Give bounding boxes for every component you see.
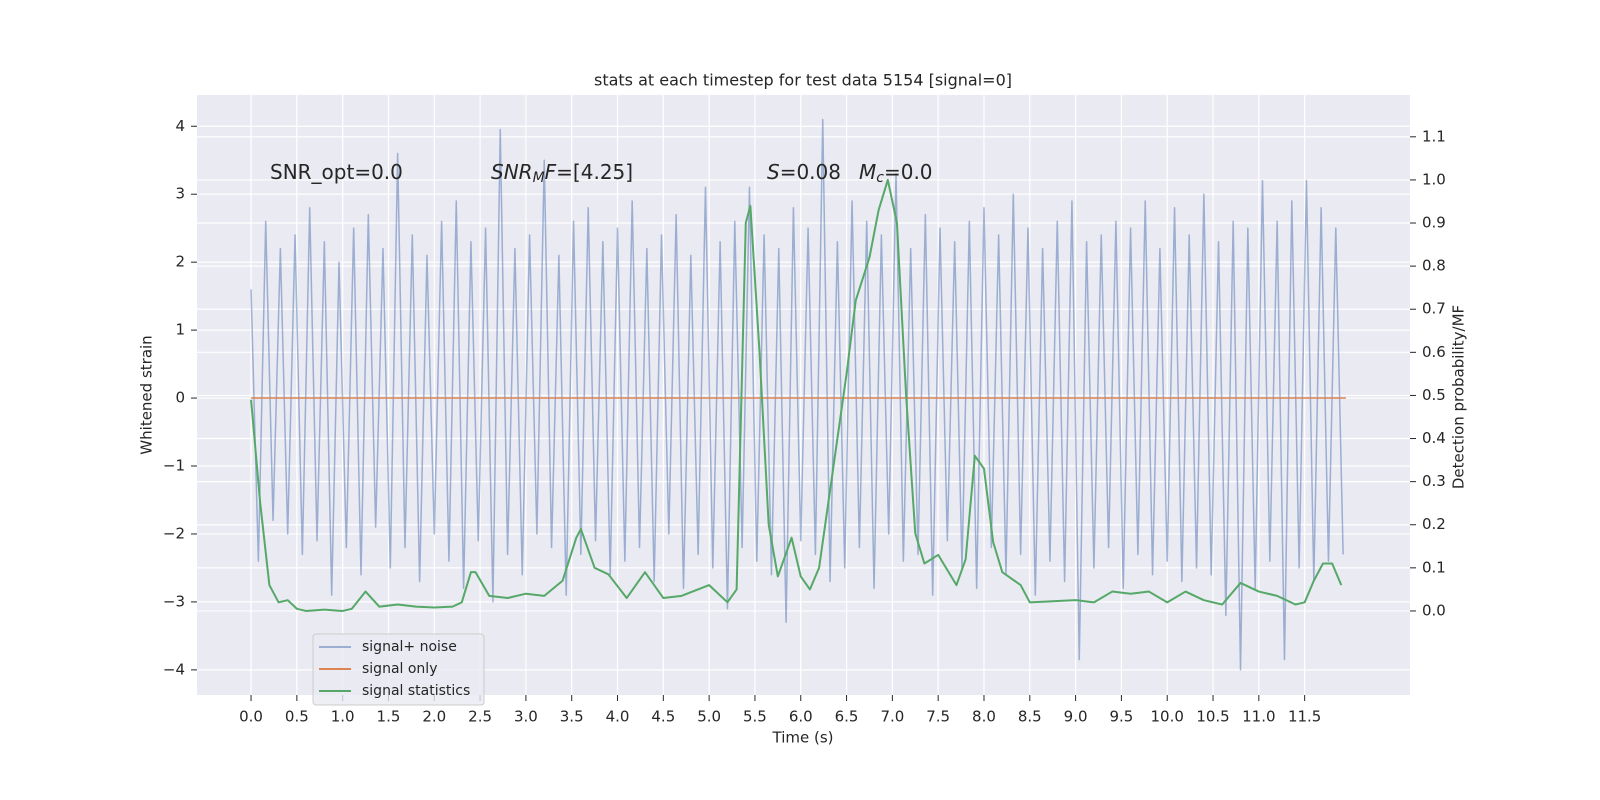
x-tick-label: 3.0 [514, 708, 538, 726]
y-tick-label: 1 [175, 321, 185, 339]
annotation: SNRMF=[4.25] [491, 160, 633, 187]
y2-tick-label: 0.0 [1422, 601, 1446, 619]
y-tick-label: 2 [175, 253, 185, 271]
legend-box [312, 633, 485, 706]
x-tick-label: 11.5 [1288, 708, 1321, 726]
y2-axis-label: Detection probability/MF [1450, 305, 1468, 489]
x-tick-label: 0.0 [239, 708, 263, 726]
annotation-part: =0.0 [884, 160, 933, 184]
y2-tick-label: 1.0 [1422, 170, 1446, 188]
x-tick-label: 11.0 [1242, 708, 1275, 726]
annotation-part: M [859, 160, 876, 184]
x-tick-label: 6.0 [789, 708, 813, 726]
x-tick-label: 8.5 [1018, 708, 1042, 726]
x-tick-label: 5.0 [697, 708, 721, 726]
annotation: Mc=0.0 [859, 160, 933, 187]
y-tick-label: −4 [163, 660, 185, 678]
legend-label: signal+ noise [362, 639, 457, 655]
x-tick-label: 1.5 [377, 708, 401, 726]
annotation-part: =[4.25] [556, 160, 633, 184]
grid [197, 95, 1410, 695]
annotation-part: =0.08 [780, 160, 841, 184]
x-tick-label: 9.0 [1064, 708, 1088, 726]
legend-label: signal only [362, 661, 437, 677]
x-tick-label: 7.5 [926, 708, 950, 726]
annotation-part: c [876, 170, 884, 186]
chart-title: stats at each timestep for test data 515… [594, 71, 1012, 90]
x-tick-label: 9.5 [1109, 708, 1133, 726]
annotation-part: M [533, 170, 545, 186]
x-tick-label: 10.0 [1151, 708, 1184, 726]
annotation-part: F [545, 160, 557, 184]
x-tick-label: 8.0 [972, 708, 996, 726]
y-axis-label: Whitened strain [138, 335, 156, 454]
y-tick-label: −1 [163, 457, 185, 475]
labels: 0.0 0.5 1.0 1.5 2.0 2.5 3.0 3.5 4.0 4.5 5.0 5.5 6.0 6… [163, 117, 1446, 726]
x-tick-label: 4.5 [651, 708, 675, 726]
x-tick-label: 10.5 [1196, 708, 1229, 726]
x-tick-label: 2.0 [422, 708, 446, 726]
y2-tick-label: 0.6 [1422, 343, 1446, 361]
legend-label: signal statistics [362, 683, 470, 699]
annotation-part: S [767, 160, 780, 184]
x-tick-label: 1.0 [331, 708, 355, 726]
x-tick-label: 2.5 [468, 708, 492, 726]
annotation: S=0.08 [767, 160, 841, 184]
y2-tick-label: 0.5 [1422, 386, 1446, 404]
y-tick-label: 3 [175, 185, 185, 203]
y2-tick-label: 0.1 [1422, 558, 1446, 576]
x-tick-label: 7.0 [880, 708, 904, 726]
y2-tick-label: 1.1 [1422, 127, 1446, 145]
y2-tick-label: 0.9 [1422, 214, 1446, 232]
x-tick-label: 3.5 [560, 708, 584, 726]
y2-tick-label: 0.3 [1422, 472, 1446, 490]
x-tick-label: 0.5 [285, 708, 309, 726]
series-line [250, 178, 1343, 612]
y2-tick-label: 0.8 [1422, 257, 1446, 275]
annotation-part: SNR_opt=0.0 [270, 160, 403, 184]
x-tick-label: 6.5 [835, 708, 859, 726]
x-axis-label: Time (s) [772, 729, 834, 747]
x-tick-label: 4.0 [606, 708, 630, 726]
annotation-part: SNR [491, 160, 533, 184]
annotation: SNR_opt=0.0 [270, 160, 403, 184]
series-layer [250, 118, 1346, 671]
y-tick-label: −2 [163, 524, 185, 542]
series-line [250, 118, 1344, 671]
y-tick-label: −3 [163, 592, 185, 610]
y-tick-label: 0 [175, 389, 185, 407]
y2-tick-label: 0.7 [1422, 300, 1446, 318]
y2-tick-label: 0.4 [1422, 429, 1446, 447]
x-tick-label: 5.5 [743, 708, 767, 726]
y2-tick-label: 0.2 [1422, 515, 1446, 533]
y-tick-label: 4 [175, 117, 185, 135]
